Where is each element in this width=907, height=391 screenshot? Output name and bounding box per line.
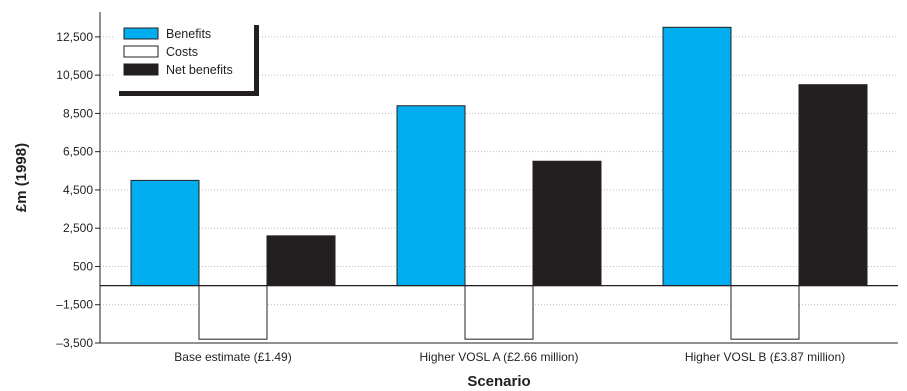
y-tick-label: –1,500 [56,298,93,312]
y-tick-labels: –3,500 –1,500 500 2,500 4,500 6,500 8,500 10,50… [56,30,100,350]
y-tick-label: 500 [73,259,93,273]
bar-benefits [130,179,200,287]
y-tick-label: 4,500 [63,183,93,197]
legend: Benefits Costs Net benefits [114,20,259,96]
y-tick-label: 8,500 [63,106,93,120]
bar-benefits [396,105,466,287]
bar-costs [198,285,268,340]
y-tick-label: 6,500 [63,145,93,159]
legend-swatch-net-benefits [123,63,159,76]
bar-net-benefits [798,84,868,287]
y-tick-label: –3,500 [56,336,93,350]
legend-swatch-benefits [123,27,159,40]
legend-label-net-benefits: Net benefits [166,63,233,77]
x-tick-label: Higher VOSL A (£2.66 million) [420,350,579,364]
bars [130,26,868,340]
bar-costs [730,285,800,340]
legend-label-benefits: Benefits [166,27,211,41]
legend-swatch-costs [123,45,159,58]
y-tick-label: 12,500 [56,30,93,44]
y-axis-title: £m (1998) [13,143,30,212]
x-tick-label: Base estimate (£1.49) [174,350,291,364]
bar-benefits [662,26,732,287]
axes [99,12,898,344]
y-tick-label: 10,500 [56,68,93,82]
x-axis-title: Scenario [467,373,530,390]
bar-net-benefits [266,235,336,287]
bar-costs [464,285,534,340]
x-tick-labels: Base estimate (£1.49) Higher VOSL A (£2.6… [174,350,845,364]
bar-net-benefits [532,160,602,287]
legend-label-costs: Costs [166,45,198,59]
y-tick-label: 2,500 [63,221,93,235]
x-tick-label: Higher VOSL B (£3.87 million) [685,350,845,364]
